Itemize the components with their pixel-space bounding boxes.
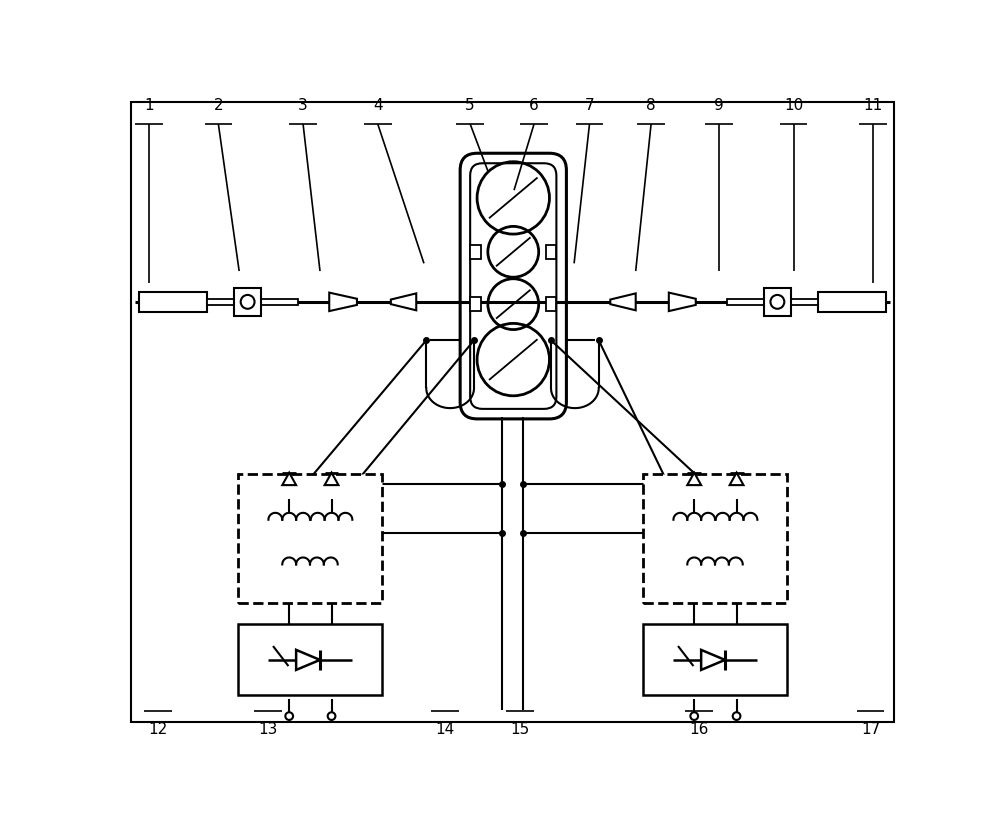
Text: 1: 1 bbox=[144, 98, 154, 113]
Bar bbox=[643, 624, 787, 695]
FancyBboxPatch shape bbox=[470, 163, 556, 409]
Polygon shape bbox=[669, 293, 696, 311]
Bar bbox=[234, 288, 261, 315]
Polygon shape bbox=[730, 473, 744, 485]
Text: 14: 14 bbox=[435, 721, 454, 737]
Text: 11: 11 bbox=[863, 98, 882, 113]
Text: 2: 2 bbox=[214, 98, 223, 113]
Text: 12: 12 bbox=[149, 721, 168, 737]
Polygon shape bbox=[701, 650, 725, 670]
Text: 16: 16 bbox=[689, 721, 709, 737]
Polygon shape bbox=[282, 473, 296, 485]
Text: 17: 17 bbox=[861, 721, 880, 737]
Text: 13: 13 bbox=[258, 721, 277, 737]
Bar bbox=[470, 244, 481, 258]
Text: 4: 4 bbox=[373, 98, 383, 113]
Bar bbox=[764, 288, 791, 315]
Text: 6: 6 bbox=[529, 98, 539, 113]
FancyBboxPatch shape bbox=[460, 153, 566, 419]
Bar bbox=[470, 297, 481, 311]
Polygon shape bbox=[296, 650, 320, 670]
Bar bbox=[546, 297, 556, 311]
Bar bbox=[207, 299, 298, 305]
Text: 10: 10 bbox=[784, 98, 803, 113]
Polygon shape bbox=[325, 473, 338, 485]
Polygon shape bbox=[687, 473, 701, 485]
Text: 9: 9 bbox=[714, 98, 724, 113]
Polygon shape bbox=[329, 293, 357, 311]
Polygon shape bbox=[391, 293, 416, 311]
Text: 7: 7 bbox=[585, 98, 594, 113]
Text: 5: 5 bbox=[465, 98, 475, 113]
Bar bbox=[139, 292, 207, 312]
Bar bbox=[727, 299, 818, 305]
Text: 15: 15 bbox=[511, 721, 530, 737]
Bar bbox=[238, 474, 382, 603]
Text: 3: 3 bbox=[298, 98, 308, 113]
Bar bbox=[643, 474, 787, 603]
Bar bbox=[818, 292, 886, 312]
Bar bbox=[546, 244, 556, 258]
Polygon shape bbox=[610, 293, 636, 311]
Text: 8: 8 bbox=[646, 98, 656, 113]
Bar bbox=[238, 624, 382, 695]
